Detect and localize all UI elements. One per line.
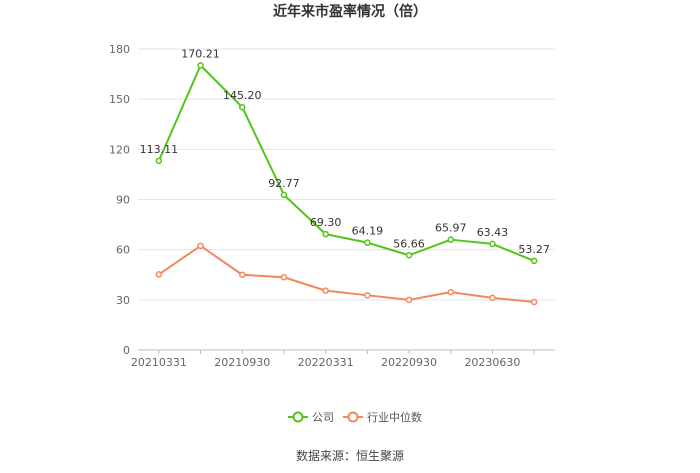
grid-lines xyxy=(138,48,555,351)
y-tick-label: 60 xyxy=(116,244,130,257)
point-1-5 xyxy=(364,292,371,299)
point-1-9 xyxy=(530,298,538,306)
data-label: 63.43 xyxy=(477,226,509,239)
point-0-9 xyxy=(530,257,538,265)
point-0-4 xyxy=(322,230,329,238)
point-0-5 xyxy=(364,239,371,246)
data-label: 69.30 xyxy=(310,216,342,229)
series-line-0 xyxy=(157,64,535,262)
y-tick-label: 30 xyxy=(116,294,130,307)
point-1-7 xyxy=(447,288,454,296)
series-line-1 xyxy=(158,244,535,304)
data-label: 64.19 xyxy=(352,225,384,238)
data-label: 56.66 xyxy=(393,237,425,250)
point-1-1 xyxy=(197,242,204,250)
y-tick-label: 150 xyxy=(109,93,130,106)
legend-label: 行业中位数 xyxy=(367,410,422,424)
point-0-1 xyxy=(197,62,204,69)
x-tick-label: 20210930 xyxy=(214,356,270,369)
legend: 公司 行业中位数 xyxy=(288,410,422,424)
point-0-2 xyxy=(239,103,246,111)
data-label: 53.27 xyxy=(518,243,550,256)
y-axis: 0 30 60 90 120 150 180 xyxy=(109,43,130,357)
data-label: 170.21 xyxy=(181,47,220,60)
data-label: 65.97 xyxy=(435,222,467,235)
point-1-0 xyxy=(155,271,163,278)
y-tick-label: 90 xyxy=(116,194,130,207)
x-tick-label: 20210331 xyxy=(131,356,187,369)
y-tick-label: 0 xyxy=(123,344,130,357)
point-0-7 xyxy=(447,236,454,243)
point-0-6 xyxy=(405,252,413,259)
series-layer xyxy=(155,62,538,306)
point-0-0 xyxy=(155,157,163,165)
x-tick-label: 20230630 xyxy=(464,356,520,369)
data-label: 113.11 xyxy=(140,143,179,156)
source-note: 数据来源：恒生聚源 xyxy=(296,448,404,463)
chart-title: 近年来市盈率情况（倍） xyxy=(273,3,427,20)
point-1-3 xyxy=(280,274,288,281)
point-1-4 xyxy=(322,287,329,294)
y-tick-label: 120 xyxy=(109,143,130,156)
data-labels: 113.11 170.21 145.20 92.77 69.30 64.19 56.66 65… xyxy=(140,47,550,256)
point-0-8 xyxy=(489,240,496,248)
data-label: 92.77 xyxy=(268,177,300,190)
point-1-6 xyxy=(405,296,413,304)
legend-label: 公司 xyxy=(312,411,334,424)
point-0-3 xyxy=(280,191,288,199)
y-tick-label: 180 xyxy=(109,43,130,56)
x-tick-label: 20220331 xyxy=(298,356,354,369)
legend-marker-1 xyxy=(347,411,359,423)
x-axis: 20210331 20210930 20220331 20220930 20230630 xyxy=(131,350,535,369)
point-1-8 xyxy=(489,294,496,302)
legend-marker-0 xyxy=(292,411,304,423)
data-label: 145.20 xyxy=(223,89,262,102)
x-tick-label: 20220930 xyxy=(381,356,437,369)
point-1-2 xyxy=(239,271,246,278)
